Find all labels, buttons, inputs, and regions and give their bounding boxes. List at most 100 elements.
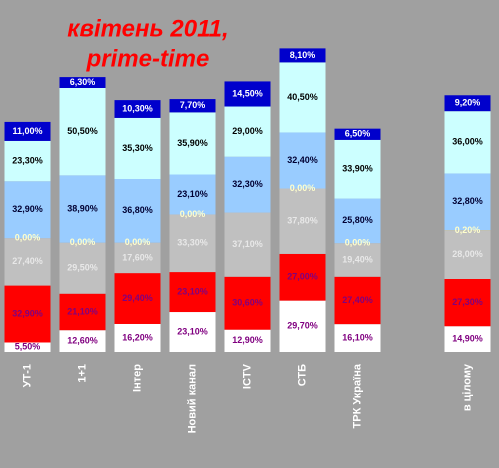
bar-segment xyxy=(279,132,326,189)
value-label: 0,20% xyxy=(455,225,481,235)
value-label: 50,50% xyxy=(67,126,98,136)
bar-segment xyxy=(224,329,271,352)
value-label: 16,20% xyxy=(122,332,153,342)
value-label: 32,30% xyxy=(232,179,263,189)
value-label: 23,10% xyxy=(177,286,208,296)
bar-segment xyxy=(224,106,271,157)
bar-segment xyxy=(279,62,326,133)
bar-segment xyxy=(4,238,51,286)
x-tick-label: в цілому xyxy=(461,363,473,411)
value-label: 6,30% xyxy=(70,77,96,87)
value-label: 32,90% xyxy=(12,204,43,214)
bar-segment xyxy=(59,77,106,89)
value-label: 27,30% xyxy=(452,297,483,307)
value-label: 14,90% xyxy=(452,333,483,343)
bar-segment xyxy=(169,214,216,273)
value-label: 0,00% xyxy=(345,238,371,248)
bar-segment xyxy=(169,272,216,313)
value-label: 28,00% xyxy=(452,249,483,259)
value-label: 16,10% xyxy=(342,332,373,342)
bar-segment xyxy=(59,175,106,243)
value-label: 27,00% xyxy=(287,272,318,282)
value-label: 37,80% xyxy=(287,216,318,226)
bar-segment xyxy=(114,242,161,274)
bar-segment xyxy=(279,188,326,254)
value-label: 0,00% xyxy=(290,183,316,193)
bar-segment xyxy=(59,293,106,331)
value-label: 27,40% xyxy=(342,295,373,305)
bar-segment xyxy=(334,139,381,199)
value-label: 38,90% xyxy=(67,203,98,213)
bar-segment xyxy=(114,273,161,324)
value-label: 11,00% xyxy=(12,126,42,136)
bar-segment xyxy=(444,95,491,112)
value-label: 33,90% xyxy=(342,164,373,174)
value-label: 17,60% xyxy=(122,252,153,262)
bar-segment xyxy=(114,179,161,243)
value-label: 12,60% xyxy=(67,335,98,345)
value-label: 23,10% xyxy=(177,326,208,336)
bar-segment xyxy=(224,276,271,330)
value-label: 29,50% xyxy=(67,263,98,273)
value-label: 10,30% xyxy=(122,103,153,113)
value-label: 5,50% xyxy=(15,342,41,352)
bar-segment xyxy=(59,242,106,294)
value-label: 12,90% xyxy=(232,335,263,345)
bar-segment xyxy=(279,300,326,352)
bar-segment xyxy=(334,243,381,277)
value-label: 23,10% xyxy=(177,189,208,199)
value-label: 6,50% xyxy=(345,129,371,139)
value-label: 27,40% xyxy=(12,256,43,266)
bar-segment xyxy=(59,330,106,352)
value-label: 29,40% xyxy=(122,293,153,303)
value-label: 32,40% xyxy=(287,155,318,165)
value-label: 36,80% xyxy=(122,205,153,215)
bar-segment xyxy=(334,198,381,244)
value-label: 0,00% xyxy=(180,209,206,219)
bar-segment xyxy=(4,285,51,343)
bar-segment xyxy=(444,230,491,279)
bar-segment xyxy=(169,112,216,175)
value-label: 25,80% xyxy=(342,215,373,225)
bar-segment xyxy=(224,81,271,107)
x-tick-label: ТРК Україна xyxy=(351,363,363,428)
bar-segment xyxy=(279,253,326,301)
bar-segment xyxy=(169,99,216,113)
bar-segment xyxy=(114,117,161,179)
value-label: 0,00% xyxy=(15,233,41,243)
x-tick-label: Інтер xyxy=(131,364,143,392)
x-tick-label: 1+1 xyxy=(76,364,88,383)
bar-segment xyxy=(334,128,381,140)
bar-segment xyxy=(4,342,51,352)
bar-segment xyxy=(224,156,271,213)
bar-segment xyxy=(224,212,271,277)
value-label: 21,10% xyxy=(67,306,98,316)
value-label: 29,00% xyxy=(232,126,263,136)
bar-segment xyxy=(444,278,491,327)
bar-segment xyxy=(114,100,161,118)
value-label: 33,30% xyxy=(177,238,208,248)
value-label: 19,40% xyxy=(342,254,373,264)
bar-segment xyxy=(114,323,161,352)
value-label: 23,30% xyxy=(12,155,43,165)
bar-segment xyxy=(334,276,381,325)
value-label: 37,10% xyxy=(232,239,263,249)
value-label: 29,70% xyxy=(287,321,318,331)
chart-title: квітень 2011, xyxy=(67,15,228,42)
value-label: 14,50% xyxy=(232,88,263,98)
bar-segment xyxy=(334,324,381,352)
value-label: 35,30% xyxy=(122,143,153,153)
bar-segment xyxy=(444,111,491,174)
value-label: 36,00% xyxy=(452,137,483,147)
x-tick-label: Новий канал xyxy=(186,364,198,433)
x-tick-label: ICTV xyxy=(241,363,253,389)
bar-segment xyxy=(169,312,216,352)
value-label: 0,00% xyxy=(125,237,151,247)
x-tick-label: УТ-1 xyxy=(21,364,33,387)
value-label: 30,60% xyxy=(232,298,263,308)
value-label: 40,50% xyxy=(287,92,318,102)
value-label: 8,10% xyxy=(290,50,316,60)
bar-segment xyxy=(4,181,51,239)
bar-segment xyxy=(4,140,51,182)
